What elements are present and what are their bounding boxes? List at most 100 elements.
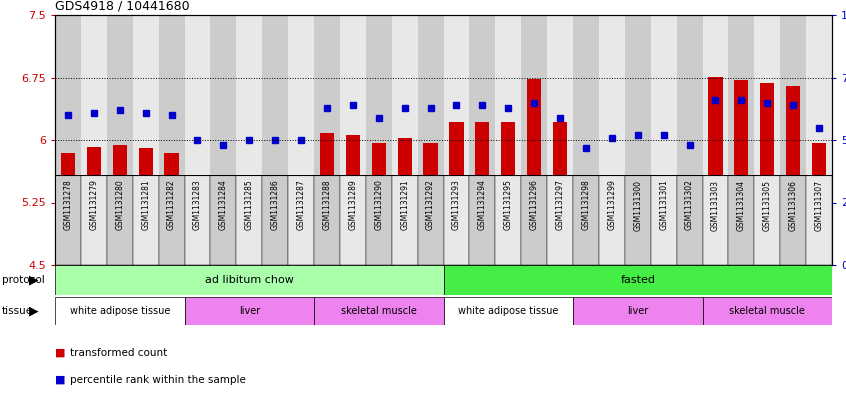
Bar (346, 135, 360, 265)
Text: GSM1131287: GSM1131287 (297, 180, 305, 230)
Bar (443, 297, 573, 325)
Bar (547, 175, 573, 265)
Bar (780, 175, 806, 265)
Bar (443, 265, 832, 295)
Bar (625, 175, 651, 265)
Bar (262, 15, 288, 265)
Bar (217, 244, 230, 265)
Bar (702, 15, 728, 265)
Text: protocol: protocol (2, 275, 45, 285)
Bar (708, 77, 722, 265)
Bar (755, 15, 780, 265)
Bar (288, 15, 314, 265)
Text: skeletal muscle: skeletal muscle (729, 306, 805, 316)
Text: GSM1131296: GSM1131296 (530, 180, 539, 230)
Text: white adipose tissue: white adipose tissue (69, 306, 170, 316)
Bar (470, 15, 495, 265)
Bar (314, 15, 340, 265)
Bar (190, 222, 205, 265)
Bar (755, 175, 780, 265)
Bar (242, 255, 256, 265)
Bar (573, 175, 599, 265)
Bar (87, 147, 101, 265)
Bar (806, 175, 832, 265)
Bar (605, 208, 619, 265)
Bar (780, 15, 806, 265)
Text: GSM1131294: GSM1131294 (478, 180, 486, 230)
Bar (443, 175, 470, 265)
Bar (443, 15, 470, 265)
Bar (371, 143, 386, 265)
Bar (55, 297, 184, 325)
Bar (61, 152, 75, 265)
Bar (521, 175, 547, 265)
Bar (113, 145, 127, 265)
Text: ■: ■ (55, 375, 65, 385)
Bar (55, 265, 443, 295)
Bar (211, 15, 236, 265)
Bar (340, 175, 365, 265)
Text: GSM1131302: GSM1131302 (685, 180, 694, 230)
Bar (392, 175, 418, 265)
Text: fasted: fasted (620, 275, 656, 285)
Text: GSM1131299: GSM1131299 (607, 180, 617, 230)
Text: ad libitum chow: ad libitum chow (205, 275, 294, 285)
Bar (133, 175, 158, 265)
Bar (734, 80, 749, 265)
Bar (158, 175, 184, 265)
Text: GSM1131280: GSM1131280 (115, 180, 124, 230)
Bar (702, 175, 728, 265)
Text: GSM1131290: GSM1131290 (374, 180, 383, 230)
Bar (806, 15, 832, 265)
Bar (184, 175, 211, 265)
Bar (651, 175, 677, 265)
Bar (424, 143, 437, 265)
Text: ▶: ▶ (29, 274, 39, 286)
Bar (418, 15, 443, 265)
Bar (475, 122, 490, 265)
Bar (553, 122, 567, 265)
Bar (288, 175, 314, 265)
Text: tissue: tissue (2, 306, 33, 316)
Text: GSM1131282: GSM1131282 (167, 180, 176, 230)
Text: percentile rank within the sample: percentile rank within the sample (70, 375, 246, 385)
Bar (340, 15, 365, 265)
Bar (398, 138, 412, 265)
Text: GSM1131288: GSM1131288 (322, 180, 332, 230)
Text: ■: ■ (55, 347, 65, 358)
Text: GSM1131300: GSM1131300 (634, 180, 642, 231)
Text: GSM1131295: GSM1131295 (503, 180, 513, 230)
Bar (81, 15, 107, 265)
Text: GSM1131291: GSM1131291 (400, 180, 409, 230)
Bar (683, 251, 696, 265)
Bar (133, 15, 158, 265)
Text: ▶: ▶ (29, 305, 39, 318)
Bar (677, 175, 702, 265)
Bar (236, 175, 262, 265)
Bar (786, 86, 800, 265)
Bar (573, 297, 702, 325)
Bar (81, 175, 107, 265)
Bar (812, 143, 827, 265)
Text: GSM1131298: GSM1131298 (581, 180, 591, 230)
Text: GSM1131279: GSM1131279 (90, 180, 98, 230)
Bar (55, 175, 81, 265)
Text: GSM1131289: GSM1131289 (349, 180, 357, 230)
Text: GSM1131303: GSM1131303 (711, 180, 720, 231)
Bar (579, 251, 593, 265)
Text: GSM1131284: GSM1131284 (219, 180, 228, 230)
Text: GSM1131292: GSM1131292 (426, 180, 435, 230)
Text: GSM1131304: GSM1131304 (737, 180, 746, 231)
Text: GSM1131301: GSM1131301 (659, 180, 668, 230)
Text: liver: liver (627, 306, 648, 316)
Bar (656, 205, 671, 265)
Bar (55, 15, 81, 265)
Bar (599, 15, 625, 265)
Bar (527, 79, 541, 265)
Bar (501, 122, 515, 265)
Bar (521, 15, 547, 265)
Bar (184, 15, 211, 265)
Bar (314, 175, 340, 265)
Bar (392, 15, 418, 265)
Bar (107, 175, 133, 265)
